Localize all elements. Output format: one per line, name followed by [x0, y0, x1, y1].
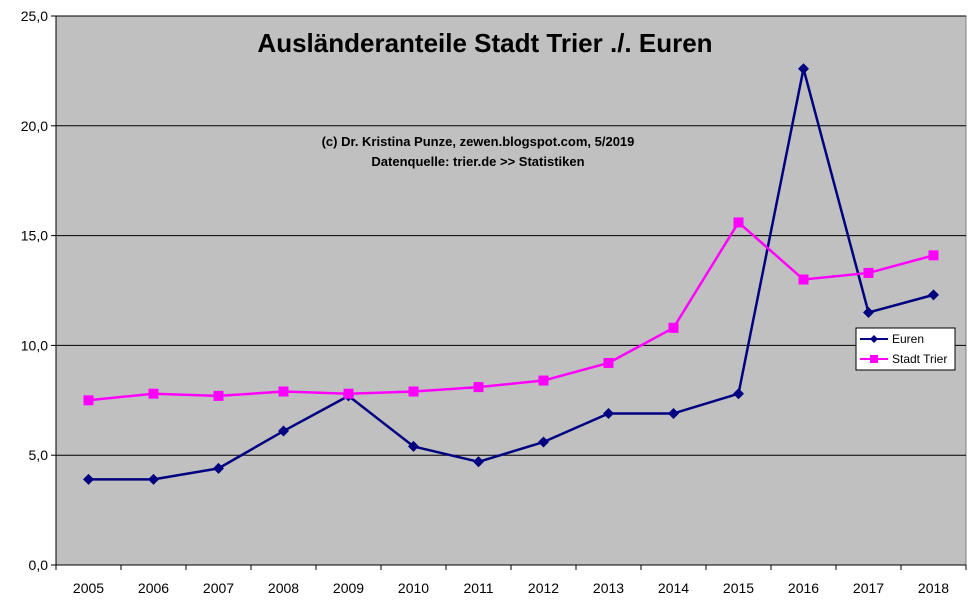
data-point-euren: [83, 473, 94, 485]
data-point-stadt-trier: [928, 250, 939, 261]
data-point-euren: [278, 425, 289, 437]
legend-marker-euren: [870, 335, 878, 343]
series-euren: [83, 63, 939, 485]
x-tick-label: 2008: [268, 580, 299, 596]
x-tick-label: 2016: [788, 580, 819, 596]
x-tick-label: 2013: [593, 580, 624, 596]
data-point-euren: [538, 436, 549, 448]
legend-marker-trier: [870, 355, 878, 363]
x-tick-label: 2009: [333, 580, 364, 596]
data-point-euren: [733, 388, 744, 400]
data-point-euren: [213, 462, 224, 474]
data-point-euren: [473, 456, 484, 468]
x-tick-label: 2007: [203, 580, 234, 596]
data-point-euren: [408, 440, 419, 452]
data-point-stadt-trier: [83, 395, 94, 406]
x-tick-label: 2018: [918, 580, 949, 596]
data-point-stadt-trier: [538, 375, 549, 386]
x-tick-label: 2015: [723, 580, 754, 596]
y-tick-label: 15,0: [21, 228, 48, 244]
x-tick-label: 2005: [73, 580, 104, 596]
x-tick-label: 2010: [398, 580, 429, 596]
data-point-euren: [798, 63, 809, 75]
data-point-stadt-trier: [733, 217, 744, 228]
data-point-euren: [928, 289, 939, 301]
data-point-stadt-trier: [603, 357, 614, 368]
data-point-stadt-trier: [668, 322, 679, 333]
legend-label-trier: Stadt Trier: [892, 352, 947, 366]
data-point-stadt-trier: [213, 390, 224, 401]
x-tick-label: 2014: [658, 580, 689, 596]
data-point-stadt-trier: [148, 388, 159, 399]
y-tick-label: 5,0: [29, 447, 49, 463]
series-layer: [83, 63, 939, 485]
data-point-stadt-trier: [408, 386, 419, 397]
data-point-euren: [668, 407, 679, 419]
data-point-stadt-trier: [278, 386, 289, 397]
plot-area: [55, 15, 967, 566]
data-point-stadt-trier: [343, 388, 354, 399]
x-tick-label: 2017: [853, 580, 884, 596]
legend-label-euren: Euren: [892, 332, 924, 346]
data-point-euren: [863, 306, 874, 318]
y-tick-label: 20,0: [21, 118, 48, 134]
x-axis: 2005 2006 2007 2008 2009 2010 2011 2012 2013 2014…: [55, 564, 967, 596]
data-point-euren: [603, 407, 614, 419]
copyright-annotation: (c) Dr. Kristina Punze, zewen.blogspot.c…: [322, 134, 635, 149]
x-tick-label: 2006: [138, 580, 169, 596]
data-point-euren: [148, 473, 159, 485]
series-line-euren: [88, 67, 934, 481]
y-tick-label: 25,0: [21, 8, 48, 24]
source-annotation: Datenquelle: trier.de >> Statistiken: [371, 154, 584, 169]
x-tick-label: 2011: [463, 580, 493, 596]
y-tick-label: 0,0: [29, 557, 49, 573]
gridlines: [56, 15, 966, 456]
y-axis: 0,0 5,0 10,0 15,0 20,0 25,0: [21, 8, 57, 573]
y-tick-label: 10,0: [21, 337, 48, 353]
legend: Euren Stadt Trier: [855, 327, 956, 371]
x-tick-label: 2012: [528, 580, 559, 596]
data-point-stadt-trier: [798, 274, 809, 285]
series-stadt-trier: [83, 217, 939, 406]
data-point-stadt-trier: [473, 382, 484, 393]
chart-title: Ausländeranteile Stadt Trier ./. Euren: [257, 28, 712, 58]
data-point-stadt-trier: [863, 267, 874, 278]
series-line-stadt-trier: [88, 221, 934, 402]
